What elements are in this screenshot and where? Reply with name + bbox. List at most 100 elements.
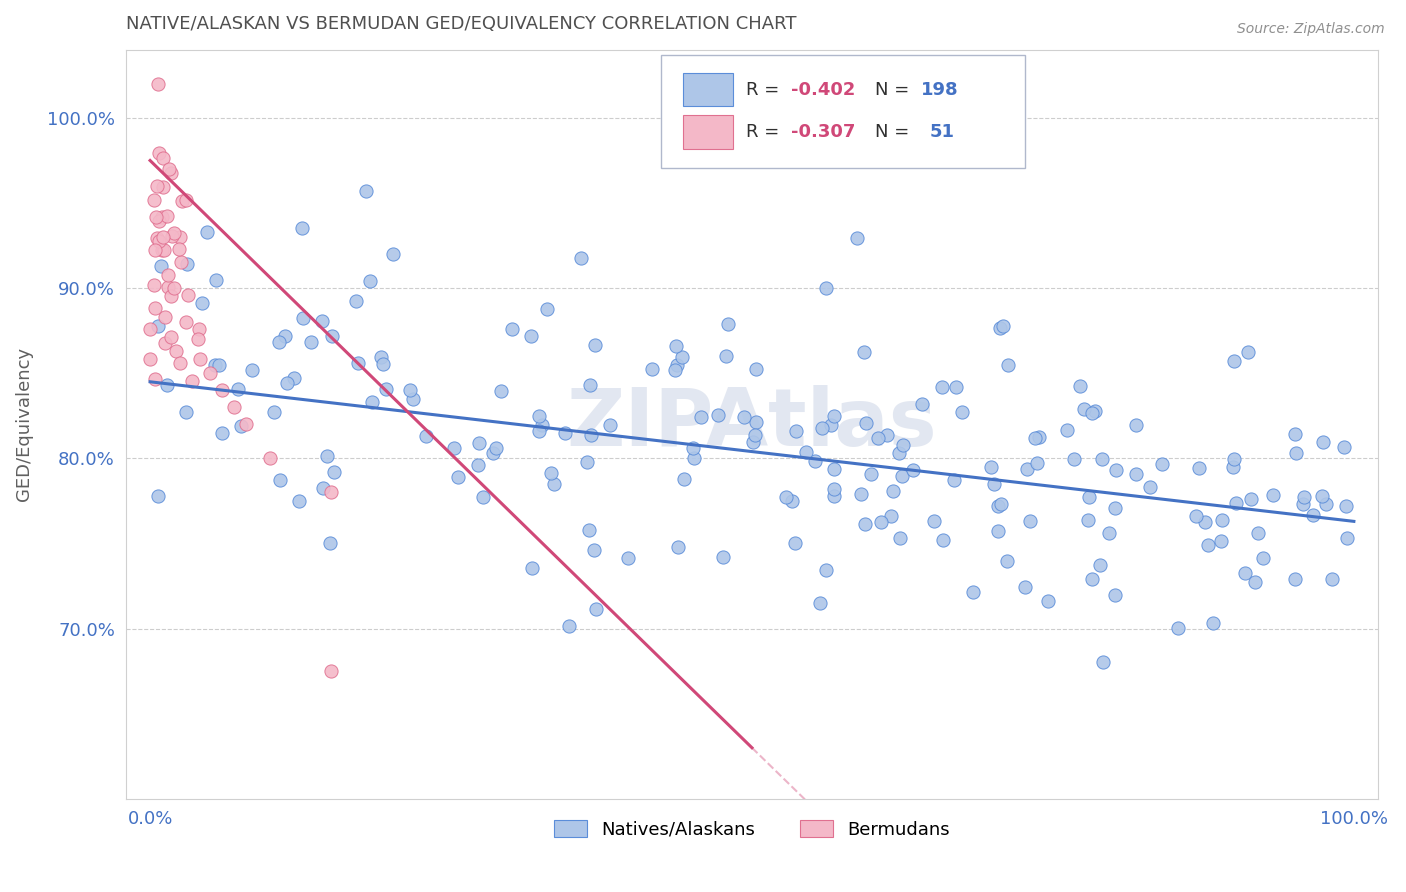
Point (1211, 513, 1233, 527)
Point (1225, 495, 1247, 509)
Point (322, 465, 344, 479)
Point (1073, 401, 1095, 416)
Point (583, 542, 606, 557)
Point (146, 231, 169, 245)
Point (1078, 490, 1101, 504)
Point (1223, 452, 1246, 467)
Point (415, 429, 437, 443)
Point (1105, 463, 1128, 477)
Point (347, 356, 370, 370)
Point (870, 515, 893, 529)
Text: Source: ZipAtlas.com: Source: ZipAtlas.com (1237, 22, 1385, 37)
Point (569, 251, 592, 265)
Point (1088, 558, 1111, 573)
Point (1237, 344, 1260, 359)
Text: N =: N = (875, 123, 915, 141)
Point (579, 378, 602, 392)
FancyBboxPatch shape (661, 55, 1025, 169)
Point (174, 315, 197, 329)
Point (1104, 500, 1126, 515)
Point (152, 151, 174, 165)
Text: R =: R = (745, 123, 785, 141)
Point (1139, 480, 1161, 494)
Point (578, 524, 600, 538)
Point (682, 450, 704, 465)
Point (188, 322, 211, 336)
Point (157, 162, 180, 177)
Point (794, 445, 817, 459)
Point (143, 301, 166, 315)
Point (997, 358, 1019, 372)
Point (1284, 427, 1306, 442)
Point (240, 363, 263, 377)
Point (156, 209, 179, 223)
Point (174, 193, 197, 207)
Point (987, 499, 1010, 513)
Point (987, 524, 1010, 538)
Point (922, 514, 945, 528)
Point (145, 210, 167, 224)
Point (142, 277, 165, 292)
Point (1015, 462, 1038, 476)
Point (664, 363, 686, 377)
Point (1197, 537, 1219, 551)
Point (1056, 423, 1078, 437)
Point (1244, 574, 1267, 589)
Point (467, 458, 489, 472)
Point (665, 339, 688, 353)
Point (160, 166, 183, 180)
Text: R =: R = (745, 80, 785, 98)
Point (283, 371, 305, 385)
Point (1185, 509, 1208, 524)
Point (671, 350, 693, 364)
Point (228, 383, 250, 397)
Point (891, 469, 914, 483)
Point (139, 352, 162, 367)
Point (1069, 378, 1091, 392)
Point (1222, 459, 1244, 474)
Point (1294, 490, 1316, 504)
Point (744, 362, 766, 376)
Point (211, 384, 233, 398)
Point (733, 409, 755, 424)
Point (148, 235, 170, 249)
Text: 51: 51 (929, 123, 955, 141)
Point (208, 359, 231, 373)
Point (1284, 572, 1306, 586)
Point (780, 494, 803, 508)
Point (641, 362, 664, 376)
Point (160, 288, 183, 302)
Point (267, 335, 290, 350)
Point (823, 462, 845, 476)
Point (558, 619, 581, 633)
Point (157, 268, 180, 282)
Point (381, 247, 404, 261)
Point (1194, 516, 1216, 530)
Point (1098, 525, 1121, 540)
Point (585, 602, 607, 616)
Point (160, 330, 183, 344)
Text: 198: 198 (921, 80, 959, 98)
Point (785, 535, 807, 549)
Point (359, 274, 381, 288)
Point (1077, 512, 1099, 526)
Point (673, 472, 696, 486)
Point (527, 424, 550, 438)
Point (1014, 580, 1036, 594)
Point (1018, 514, 1040, 528)
Point (1081, 572, 1104, 586)
Point (1024, 431, 1046, 445)
Point (1312, 435, 1334, 450)
FancyBboxPatch shape (683, 72, 733, 106)
FancyBboxPatch shape (683, 115, 733, 149)
Point (820, 417, 842, 432)
Point (707, 408, 730, 422)
Point (165, 344, 187, 359)
Point (823, 489, 845, 503)
Point (1028, 430, 1050, 444)
Y-axis label: GED/Equivalency: GED/Equivalency (15, 347, 32, 501)
Point (1188, 461, 1211, 475)
Point (666, 540, 689, 554)
Point (292, 310, 315, 325)
Point (983, 476, 1005, 491)
